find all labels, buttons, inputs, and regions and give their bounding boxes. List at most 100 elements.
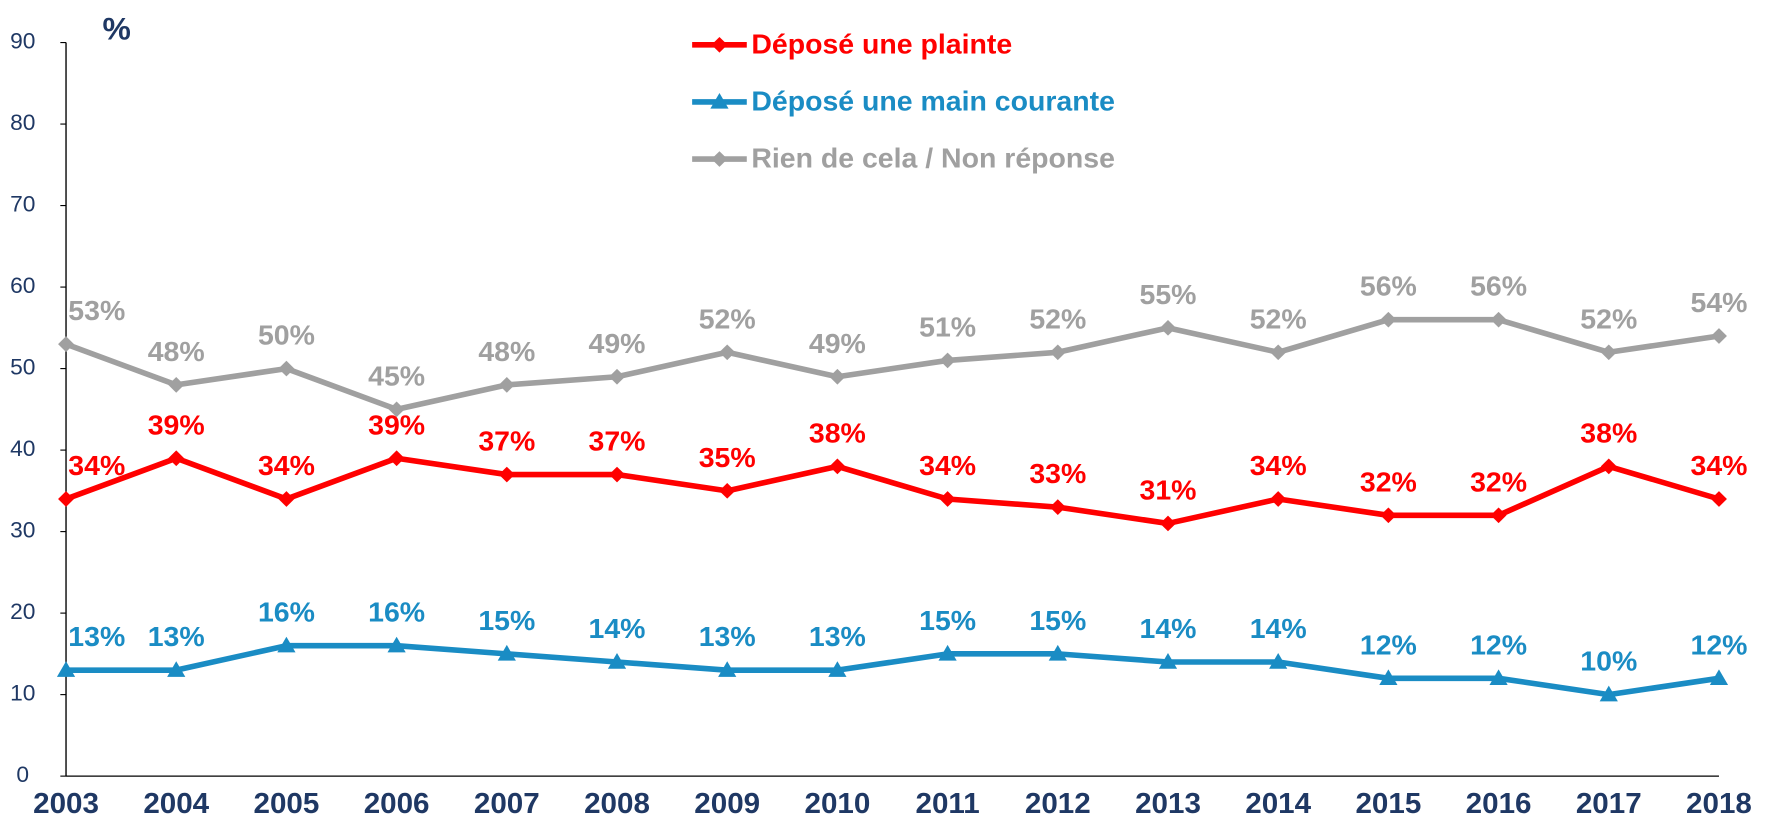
legend-marker [710, 92, 729, 109]
data-point [1600, 344, 1617, 361]
data-label: 34% [1691, 449, 1748, 481]
data-point [1270, 344, 1287, 361]
data-point [609, 466, 625, 483]
data-point [719, 483, 736, 499]
data-label: 35% [699, 441, 756, 473]
data-label: 49% [809, 327, 866, 359]
data-point [1270, 491, 1287, 507]
data-point [278, 491, 295, 507]
data-label: 32% [1360, 466, 1417, 498]
data-point [388, 450, 405, 467]
data-label: 52% [1250, 303, 1307, 335]
data-label: 56% [1360, 270, 1417, 302]
data-label: 13% [809, 620, 866, 652]
data-point [56, 661, 76, 677]
data-label: 56% [1470, 270, 1527, 302]
data-point [277, 636, 296, 653]
data-point [1600, 458, 1617, 475]
data-point [58, 336, 74, 352]
data-point [1711, 328, 1727, 344]
data-label: 39% [148, 408, 205, 440]
data-label: 34% [919, 449, 976, 481]
data-point [387, 636, 406, 653]
data-label: 49% [589, 327, 646, 359]
data-point [1490, 311, 1507, 328]
data-label: 10% [1580, 645, 1637, 677]
x-tick-label: 2013 [1135, 787, 1201, 820]
data-point [1158, 653, 1178, 669]
data-label: 45% [368, 360, 425, 392]
data-point [718, 661, 737, 677]
y-tick-label: 10 [10, 681, 35, 706]
data-label: 38% [809, 417, 866, 449]
data-point [1380, 311, 1397, 328]
y-axis-title: % [102, 11, 130, 47]
data-label: 13% [699, 620, 756, 652]
data-point [938, 644, 957, 661]
data-label: 38% [1580, 417, 1637, 449]
data-point [1160, 319, 1176, 336]
data-label: 48% [148, 335, 205, 367]
y-tick-label: 80 [10, 110, 35, 135]
data-label: 13% [68, 620, 125, 652]
data-label: 13% [148, 620, 205, 652]
data-label: 34% [258, 449, 315, 481]
x-tick-label: 2014 [1245, 787, 1311, 820]
data-label: 12% [1470, 629, 1527, 661]
data-point [1048, 644, 1067, 661]
data-label: 14% [1250, 612, 1307, 644]
x-tick-label: 2008 [584, 787, 650, 820]
x-tick-label: 2017 [1576, 787, 1642, 820]
x-tick-label: 2007 [474, 787, 540, 820]
series-line [65, 316, 1720, 413]
x-tick-label: 2009 [694, 787, 760, 820]
x-tick-label: 2011 [916, 787, 980, 820]
data-label: 12% [1360, 629, 1417, 661]
data-point [1379, 669, 1398, 686]
x-tick-label: 2005 [254, 787, 320, 820]
data-label: 14% [1140, 612, 1197, 644]
data-label: 52% [699, 303, 756, 335]
y-tick-label: 50 [10, 355, 35, 380]
data-point [1599, 685, 1618, 702]
legend-marker [711, 36, 728, 53]
data-point [1489, 669, 1508, 686]
data-point [497, 644, 516, 661]
x-tick-label: 2003 [33, 787, 99, 820]
data-label: 37% [589, 425, 646, 457]
data-point [168, 377, 185, 393]
data-label: 52% [1580, 303, 1637, 335]
legend-label: Déposé une plainte [751, 28, 1012, 60]
data-point [58, 491, 74, 507]
data-label: 37% [478, 425, 535, 457]
legend-marker [711, 151, 728, 167]
data-point [167, 661, 186, 677]
y-tick-label: 20 [10, 599, 35, 624]
data-point [1269, 653, 1288, 669]
data-point [829, 368, 846, 385]
y-tick-label: 40 [10, 436, 35, 461]
data-label: 50% [258, 319, 315, 351]
data-label: 31% [1140, 474, 1197, 506]
x-tick-label: 2006 [364, 787, 430, 820]
data-label: 14% [589, 612, 646, 644]
y-tick-label: 60 [10, 273, 35, 298]
data-point [168, 450, 185, 467]
x-tick-label: 2012 [1025, 787, 1091, 820]
data-label: 15% [919, 604, 976, 636]
data-point [1049, 499, 1066, 515]
data-point [609, 368, 625, 385]
x-tick-label: 2016 [1466, 787, 1532, 820]
data-label: 54% [1691, 286, 1748, 318]
data-point [939, 352, 956, 369]
y-tick-label: 70 [10, 192, 35, 217]
data-point [1711, 491, 1727, 507]
data-point [1709, 669, 1729, 686]
y-tick-label: 30 [10, 518, 35, 543]
data-label: 16% [368, 596, 425, 628]
data-label: 52% [1029, 303, 1086, 335]
y-tick-label: 0 [16, 762, 29, 787]
data-point [498, 377, 515, 393]
x-tick-label: 2015 [1355, 787, 1421, 820]
